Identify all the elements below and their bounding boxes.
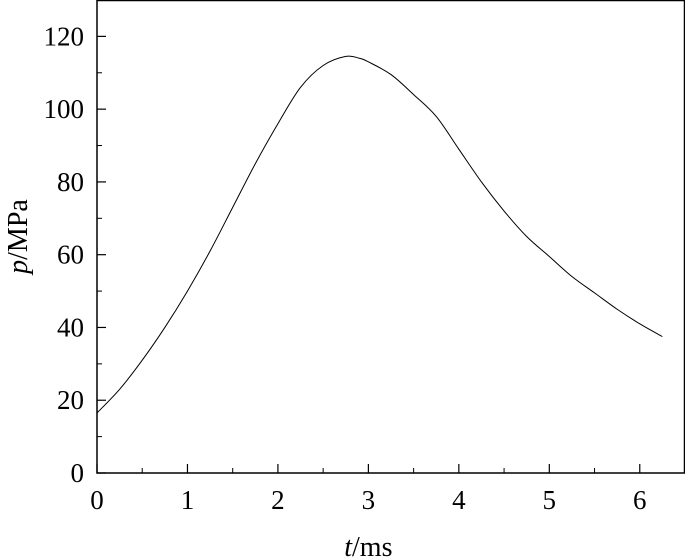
y-axis-label: p/MPa (3, 199, 34, 276)
x-tick-label: 2 (271, 485, 285, 515)
series-line (96, 55, 663, 414)
x-tick-label: 4 (452, 485, 466, 515)
y-tick-label: 20 (57, 385, 84, 415)
x-tick-label: 6 (633, 485, 647, 515)
x-axis-label: t/ms (344, 532, 392, 559)
series-group (96, 55, 663, 414)
x-axis-unit: /ms (352, 532, 392, 559)
y-axis-variable: p (3, 260, 34, 276)
y-tick-label: 100 (44, 94, 85, 124)
y-tick-label: 120 (44, 21, 85, 51)
plot-frame (96, 0, 685, 474)
x-axis-variable: t (344, 532, 353, 559)
x-tick-label: 3 (362, 485, 376, 515)
y-tick-label: 80 (57, 167, 84, 197)
x-tick-label: 5 (543, 485, 557, 515)
y-axis-unit: /MPa (3, 199, 34, 260)
x-tick-label: 0 (90, 485, 104, 515)
y-tick-label: 60 (57, 240, 84, 270)
axis-ticks (96, 35, 641, 474)
plot-area (96, 0, 685, 474)
y-tick-label: 0 (71, 458, 85, 488)
y-tick-label: 40 (57, 312, 84, 342)
x-tick-label: 1 (181, 485, 195, 515)
